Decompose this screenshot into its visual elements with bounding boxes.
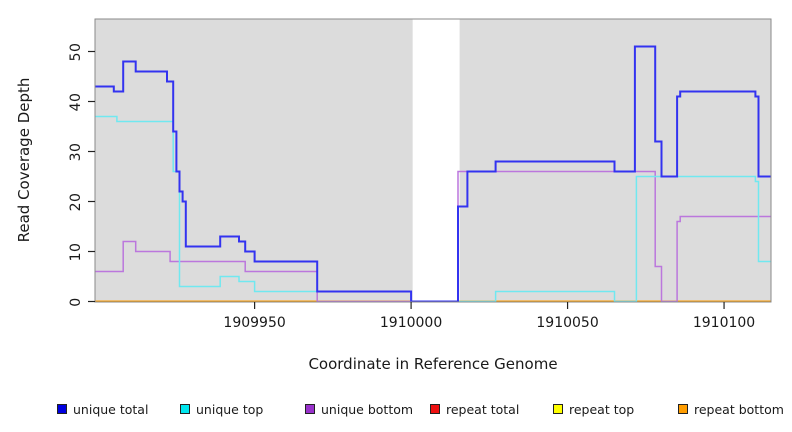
legend-label: unique total (73, 401, 149, 417)
y-axis-title: Read Coverage Depth (15, 77, 33, 243)
y-tick-label: 40 (68, 92, 84, 111)
legend-label: unique bottom (321, 401, 414, 417)
legend-item-unique-bottom: unique bottom (305, 401, 414, 417)
plot-frame (94, 18, 772, 303)
series-unique-total (95, 45, 771, 303)
masked-region-band (412, 19, 460, 302)
legend-label: repeat bottom (694, 401, 784, 417)
x-tick-label: 1910000 (379, 315, 443, 331)
y-tick-label: 0 (68, 296, 84, 307)
legend-label: repeat top (569, 401, 635, 417)
y-tick-label: 50 (68, 42, 84, 61)
legend-item-repeat-total: repeat total (430, 401, 520, 417)
legend-swatch (305, 404, 315, 414)
x-tick-label: 1910050 (536, 315, 599, 331)
y-tick-label: 30 (68, 142, 84, 161)
legend-item-repeat-bottom: repeat bottom (678, 401, 784, 417)
legend-item-unique-top: unique top (180, 401, 264, 417)
legend-item-repeat-top: repeat top (553, 401, 635, 417)
legend-swatch (180, 404, 190, 414)
y-tick-label: 20 (68, 192, 84, 211)
x-tick-label: 1909950 (223, 315, 286, 331)
legend-swatch (430, 404, 440, 414)
y-tick-label: 10 (68, 242, 84, 261)
legend-swatch (57, 404, 67, 414)
legend-swatch (553, 404, 563, 414)
legend-label: unique top (196, 401, 264, 417)
x-axis-title: Coordinate in Reference Genome (308, 355, 558, 373)
legend-label: repeat total (446, 401, 520, 417)
legend-item-unique-total: unique total (57, 401, 149, 417)
x-tick-label: 1910100 (692, 315, 756, 331)
legend-swatch (678, 404, 688, 414)
